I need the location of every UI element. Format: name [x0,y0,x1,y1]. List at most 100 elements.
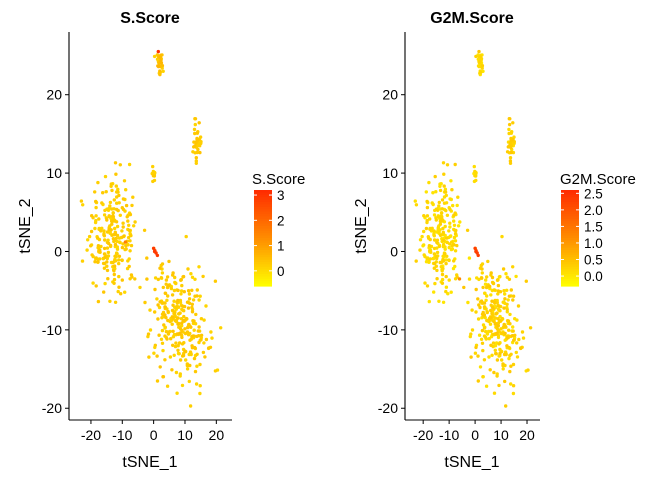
data-point [474,54,478,59]
data-point [121,225,125,229]
y-axis-label: tSNE_2 [353,198,370,253]
data-point [159,276,163,280]
data-point [478,60,482,64]
data-point [445,254,449,258]
data-point [105,268,110,273]
data-point [498,351,502,356]
data-point [188,363,192,368]
data-point [495,300,499,305]
data-point [187,297,192,301]
data-point [503,292,507,296]
data-point [174,341,178,345]
data-point [515,341,519,345]
x-tick-label: 0 [150,427,158,443]
legend-gradient-step [561,211,579,215]
data-point [193,122,197,127]
data-point [445,163,450,167]
data-point [86,238,90,242]
data-point [194,140,198,145]
data-point [434,207,439,211]
data-point [183,349,187,353]
data-point [444,208,448,213]
data-point [199,333,204,337]
data-point [165,384,170,388]
data-point [152,351,156,355]
data-point [127,162,132,167]
data-point [180,335,184,340]
data-point [495,358,500,362]
data-point [117,254,122,258]
data-point [485,332,490,336]
data-point [424,226,429,231]
legend-gradient-step [254,204,272,208]
data-point [99,244,103,249]
legend-gradient-step [561,240,579,244]
data-point [453,231,458,236]
legend-gradient-step [561,242,579,246]
data-point [116,208,120,213]
data-point [455,203,459,208]
data-point [507,277,512,281]
legend-gradient-step [254,218,272,222]
legend-gradient-step [561,266,579,270]
data-point [117,258,121,262]
data-point [121,242,125,246]
data-point [445,213,450,217]
data-point [474,174,478,178]
legend-gradient-step [561,238,579,241]
data-point [112,272,117,277]
data-point [197,265,201,269]
data-point [108,200,113,205]
data-point [176,348,180,352]
data-point [427,299,431,304]
data-point [501,367,505,371]
data-point [438,233,443,237]
legend-gradient-step [254,259,272,263]
legend-gradient-step [561,235,579,239]
data-point [176,288,180,293]
data-point [435,250,440,255]
legend-gradient-step [561,259,579,263]
data-point [480,276,484,280]
data-point [511,265,515,269]
data-point [466,300,470,305]
data-point [472,164,476,169]
data-point [151,174,156,178]
data-point [490,305,495,310]
data-point [425,218,429,223]
data-point [124,244,128,248]
data-point [482,358,487,362]
data-point [487,337,491,341]
data-point [491,341,496,345]
legend-gradient-step [254,266,272,270]
data-point [429,250,433,254]
data-point [81,203,85,207]
legend-gradient-step [254,190,272,193]
data-point [442,201,447,205]
data-point [456,195,460,199]
data-point [91,281,95,285]
data-point [195,150,199,155]
data-point [437,244,442,249]
data-point [509,150,513,155]
data-point [454,228,458,233]
data-point [439,211,444,215]
data-point [85,248,89,252]
data-point [494,352,498,356]
data-point [155,297,159,301]
data-point [452,219,456,223]
data-point [117,274,121,279]
data-point [196,329,200,333]
data-point [500,358,504,362]
data-point [435,240,439,245]
data-point [424,260,429,264]
data-point [112,239,116,244]
data-point [125,215,129,219]
data-point [502,352,507,357]
data-point [470,308,474,312]
data-point [508,322,512,326]
color-legend: S.Score 0 1 2 3 [252,171,305,287]
data-point [199,317,204,321]
legend-gradient-step [254,228,272,232]
data-point [515,355,520,359]
